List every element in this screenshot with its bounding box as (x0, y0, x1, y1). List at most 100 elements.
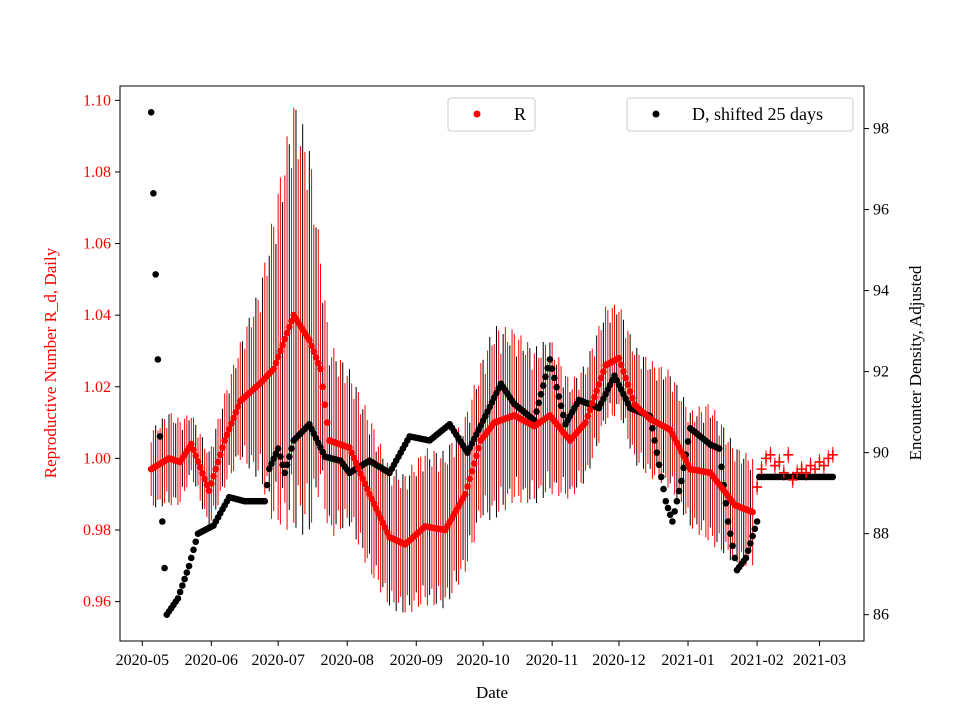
r-point (187, 440, 195, 448)
d-point (277, 453, 284, 460)
d-point (159, 518, 166, 525)
r-point (270, 365, 278, 373)
r-point (281, 335, 289, 343)
legend-r-marker (473, 110, 481, 118)
r-point (272, 359, 280, 367)
r-recent-point (827, 449, 838, 460)
r-point (620, 368, 627, 375)
r-point (194, 458, 202, 465)
d-point (651, 437, 658, 444)
data-marks (147, 109, 838, 618)
x-tick-label: 2020-06 (185, 652, 238, 669)
r-point (355, 465, 362, 472)
r-recent-point (818, 460, 829, 471)
d-point (190, 546, 197, 554)
d-point (653, 449, 661, 456)
d-point (669, 518, 676, 525)
r-point (317, 365, 324, 373)
d-point (742, 554, 750, 562)
r-point (359, 475, 367, 482)
r-point (277, 347, 284, 355)
d-point (729, 542, 736, 550)
d-point (185, 562, 193, 570)
d-point (535, 399, 543, 407)
d-point (555, 393, 563, 400)
r-point (221, 437, 228, 444)
left-y-tick-label: 1.10 (83, 92, 111, 109)
d-point (533, 408, 540, 415)
r-point (348, 449, 355, 457)
r-recent-point (787, 474, 798, 485)
legend-r: R (447, 97, 536, 132)
r-point (212, 465, 220, 473)
r-point (346, 444, 353, 451)
left-y-axis-label: Reproductive Number R_d, Daily (41, 247, 60, 478)
axes: 2020-05 2020-06 2020-07 2020-08 2020-09 2020-… (83, 92, 889, 669)
d-point (192, 538, 200, 546)
x-tick-label: 2020-09 (390, 652, 443, 669)
x-axis-label: Date (476, 683, 508, 702)
r-point (626, 388, 634, 395)
d-point (285, 453, 293, 460)
left-y-tick-label: 1.00 (83, 450, 111, 467)
r-recent-point (756, 464, 767, 475)
d-point (546, 356, 554, 363)
r-point (196, 464, 204, 471)
r-point (593, 387, 600, 395)
r-point (192, 452, 200, 460)
x-tick-label: 2020-05 (116, 652, 169, 669)
x-tick-label: 2020-10 (456, 652, 509, 669)
r-point (308, 342, 315, 350)
d-point (261, 497, 269, 505)
legend-r-label: R (514, 104, 526, 124)
d-point (715, 445, 723, 452)
d-point (649, 425, 656, 432)
d-point (265, 465, 273, 473)
d-point (537, 390, 545, 398)
r-point (201, 475, 208, 483)
d-point (673, 497, 681, 505)
r-point (225, 425, 233, 433)
r-point (617, 361, 625, 369)
r-point (591, 393, 598, 401)
d-point (662, 497, 670, 505)
d-point (270, 455, 278, 463)
r-point (210, 472, 217, 480)
r-point (615, 354, 623, 362)
r-point (749, 508, 756, 516)
r-point (361, 480, 369, 488)
r-point (214, 458, 222, 466)
x-tick-label: 2021-01 (661, 652, 714, 669)
d-point (539, 382, 547, 389)
r-point (588, 400, 596, 407)
r-point (468, 467, 476, 475)
r-point (321, 401, 329, 408)
r-point (228, 420, 235, 427)
r-recent-point (778, 467, 789, 478)
d-point (147, 109, 155, 116)
r-point (466, 475, 474, 483)
d-point (744, 547, 752, 554)
d-point (657, 473, 665, 481)
right-y-tick-label: 90 (873, 445, 889, 462)
x-tick-label: 2020-12 (592, 652, 645, 669)
r-point (461, 490, 469, 498)
d-point (542, 373, 549, 381)
r-recent-point (774, 456, 785, 467)
d-point (154, 356, 162, 363)
d-point (678, 477, 685, 485)
d-point (176, 588, 184, 596)
d-point (553, 383, 560, 391)
d-point (660, 485, 667, 493)
r-point (310, 348, 318, 355)
r-point (279, 341, 286, 349)
d-point (156, 433, 164, 440)
x-tick-label: 2020-08 (321, 652, 374, 669)
r-point (586, 406, 594, 414)
x-tick-label: 2021-03 (793, 652, 846, 669)
d-point (548, 365, 556, 373)
right-y-axis-label: Encounter Density, Adjusted (906, 265, 925, 460)
left-y-tick-label: 0.98 (83, 522, 111, 539)
left-y-tick-label: 1.06 (83, 236, 111, 253)
d-point (557, 402, 565, 410)
